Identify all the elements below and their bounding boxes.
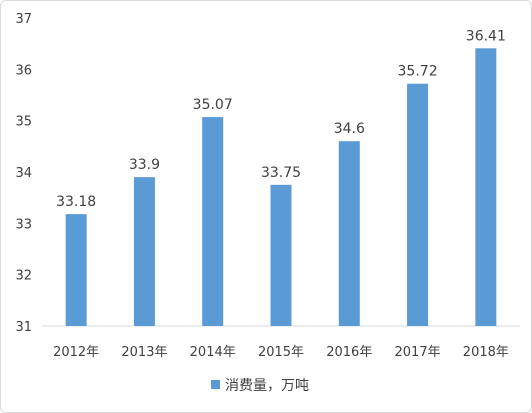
y-tick-label: 33 — [15, 217, 32, 232]
x-tick-label: 2014年 — [190, 345, 236, 360]
x-tick-label: 2013年 — [121, 345, 167, 360]
data-label: 34.6 — [334, 121, 365, 137]
y-tick-label: 34 — [15, 166, 32, 181]
y-axis-ticks: 31 32 33 34 35 36 37 — [15, 12, 32, 335]
x-tick-label: 2018年 — [463, 345, 509, 360]
data-label: 35.07 — [193, 97, 233, 113]
data-label: 33.75 — [261, 165, 301, 181]
x-tick-label: 2016年 — [326, 345, 372, 360]
y-tick-label: 37 — [15, 12, 32, 27]
data-label: 35.72 — [398, 64, 438, 80]
data-label: 33.9 — [129, 157, 160, 173]
y-tick-label: 32 — [15, 269, 32, 284]
data-label: 36.41 — [466, 28, 506, 44]
data-labels: 33.18 33.9 35.07 33.75 34.6 35.72 36.41 — [56, 28, 506, 210]
y-tick-label: 35 — [15, 115, 32, 130]
x-axis-ticks: 2012年 2013年 2014年 2015年 2016年 2017年 2018年 — [53, 345, 509, 360]
x-tick-label: 2017年 — [395, 345, 441, 360]
bar — [65, 214, 87, 326]
bar — [475, 48, 497, 326]
y-tick-label: 31 — [15, 320, 32, 335]
bar — [407, 83, 429, 326]
bar — [202, 117, 224, 326]
y-tick-label: 36 — [15, 63, 32, 78]
legend-label: 消费量，万吨 — [225, 378, 309, 394]
bar — [133, 177, 155, 326]
bars — [65, 48, 497, 326]
bar — [270, 184, 292, 326]
x-tick-label: 2012年 — [53, 345, 99, 360]
legend-swatch — [211, 380, 220, 389]
x-tick-label: 2015年 — [258, 345, 304, 360]
bar — [338, 141, 360, 326]
legend: 消费量，万吨 — [211, 378, 309, 394]
data-label: 33.18 — [56, 194, 96, 210]
